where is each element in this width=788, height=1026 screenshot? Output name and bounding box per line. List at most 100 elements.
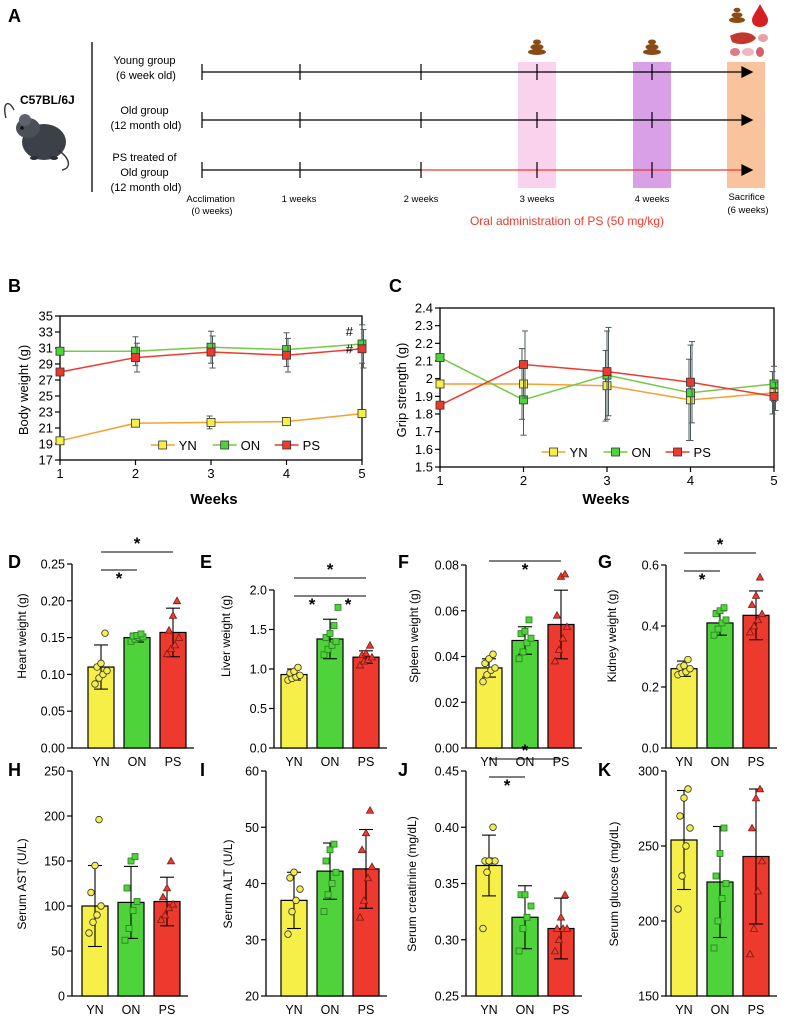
data-point-ps [357,845,367,854]
data-point-ps [361,648,371,657]
panel-letter-g: G [598,552,612,572]
data-point-on [712,872,720,880]
data-point-ps [558,633,568,642]
data-point-yn [678,872,686,880]
data-point-ps [554,645,564,653]
data-point-on [326,630,334,637]
data-point-yn [684,785,692,793]
data-point-ps [556,912,566,921]
data-point-ps [560,569,570,578]
x-tick-label-e: ON [321,755,340,769]
y-tick-label-g: 0.4 [642,620,659,634]
data-point-yn [103,667,111,675]
group-label-young: Young group (6 week old) [113,55,178,82]
data-point-yn [91,861,99,870]
data-point-on [125,925,133,932]
data-point-ps [519,360,528,369]
panel-letter-e: E [200,552,212,572]
data-point-yn [85,929,93,937]
data-point-on [133,898,141,905]
data-point-on [328,641,336,649]
data-point-on [720,824,728,832]
x-tick-label-e: YN [285,755,302,769]
data-point-on [324,891,332,899]
data-point-ps [751,793,761,802]
timepoint-week3: 3 weeks [520,194,555,205]
y-tick-label-j: 0.25 [435,990,459,1004]
y-tick-label-i: 20 [245,990,259,1004]
data-point-ps [166,856,176,865]
data-point-ps [745,949,755,958]
y-tick-label-d: 0.10 [41,668,65,682]
y-tick-label-c: 1.8 [415,407,433,422]
data-point-on [519,925,527,932]
panel-letter-c: C [389,276,402,296]
x-tick-label-j: YN [480,1003,497,1017]
annotation-hash: # [346,324,354,339]
x-tick-label-b: 3 [207,466,214,481]
data-point-on [129,907,137,914]
data-point-ps [757,856,767,865]
y-tick-label-j: 0.30 [435,933,459,947]
data-point-yn [91,680,99,688]
legend-label-on: ON [241,438,261,453]
feces-icon-week3 [528,39,546,55]
y-tick-label-e: 0.0 [250,742,267,756]
y-tick-label-e: 0.5 [250,702,267,716]
timepoint-week4: 4 weeks [635,194,670,205]
data-point-ps [560,890,570,899]
data-point-on [714,625,722,633]
bar-on [123,636,151,749]
data-point-yn [292,896,300,905]
x-tick-label-c: 1 [436,473,443,488]
timeline-old [201,112,754,128]
y-axis-label-d: Heart weight (g) [15,593,29,678]
y-tick-label-g: 0.6 [642,559,659,573]
data-point-on [330,622,338,629]
x-tick-label-f: PS [553,755,570,769]
data-point-on [320,651,328,659]
data-point-on [519,395,528,405]
data-point-on [716,850,724,857]
timepoint-week2: 2 weeks [404,194,439,205]
data-point-on [320,908,328,916]
data-point-on [521,627,529,635]
y-tick-label-d: 0.00 [41,742,65,756]
significance-star-f: * [522,560,529,579]
y-axis-label-j: Serum creatinine (mg/dL) [405,816,419,951]
bar-yn [670,668,698,749]
data-point-yn [479,677,487,686]
y-tick-label-d: 0.15 [41,631,65,645]
y-tick-label-c: 2 [426,371,433,386]
y-tick-label-j: 0.40 [435,821,459,835]
panel-letter-i: I [200,760,205,780]
y-tick-label-c: 1.9 [415,389,433,404]
panel-letter-a: A [8,6,21,26]
panel-a: A C57BL/6J Young group (6 week old) Old … [4,4,769,228]
data-point-on [686,388,695,398]
data-point-on [718,895,726,902]
data-point-ps [552,610,562,619]
y-tick-label-k: 250 [638,840,659,854]
panel-k: K Serum glucose (mg/dL) 150 200 250 300 YN ON… [598,760,777,1017]
data-point-yn [93,911,101,919]
data-point-on [324,645,332,653]
data-point-on [722,616,730,624]
data-point-ps [156,915,166,923]
feces-icon-sacrifice [729,7,745,23]
x-tick-label-i: ON [321,1003,340,1017]
data-point-yn [686,665,694,673]
timepoint-week1: 1 weeks [282,194,317,205]
panel-letter-k: K [598,760,611,780]
data-point-ps [174,633,184,641]
y-tick-label-b: 27 [39,373,53,388]
y-tick-label-d: 0.25 [41,558,65,572]
y-axis-label-k: Serum glucose (mg/dL) [607,822,621,947]
data-point-on [55,346,65,356]
y-tick-label-e: 2.0 [250,584,267,598]
y-tick-label-e: 1.5 [250,623,267,637]
data-point-yn [87,888,95,897]
data-point-yn [55,436,65,446]
